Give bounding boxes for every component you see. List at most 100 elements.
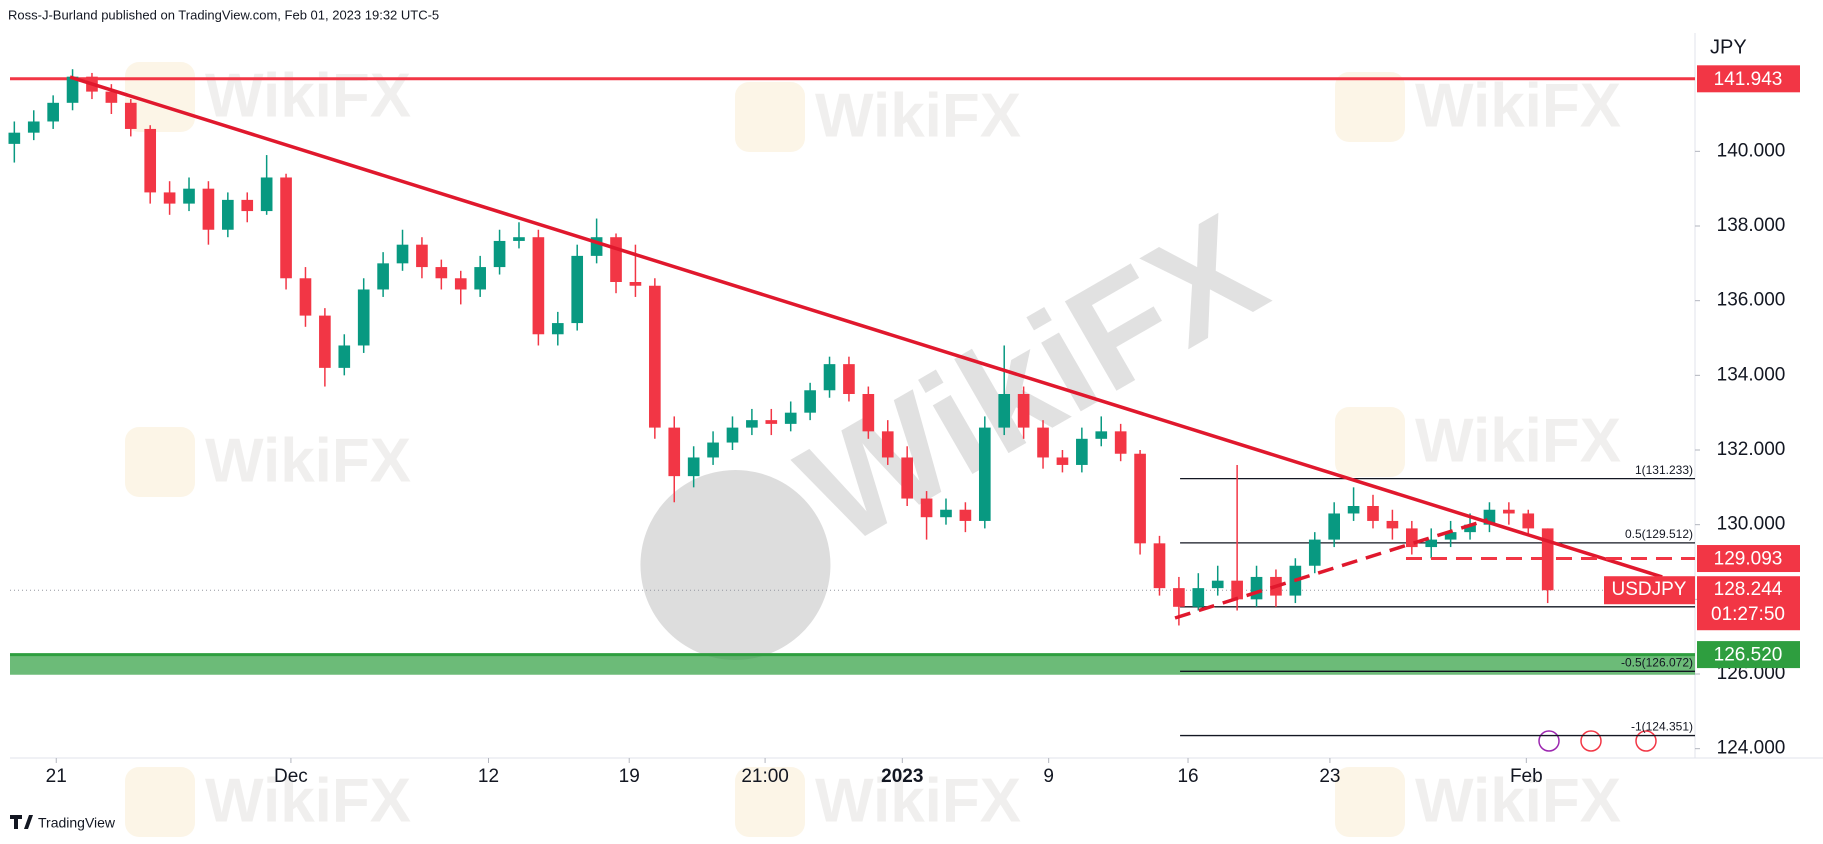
candle-body [1076, 438, 1088, 465]
candle-body [47, 102, 59, 122]
candle-body [629, 282, 642, 286]
fib-label: 0.5(129.512) [1625, 527, 1693, 541]
watermark: WikiFX [205, 61, 411, 130]
fib-label: 1(131.233) [1635, 463, 1693, 477]
fib-label: -0.5(126.072) [1621, 655, 1693, 669]
candle-body [1464, 524, 1476, 533]
candle-body [27, 121, 40, 133]
x-tick-label: Feb [1510, 766, 1543, 787]
candle-body [1405, 528, 1418, 548]
y-tick-label: 130.000 [1717, 514, 1786, 535]
watermark-logo [125, 427, 195, 497]
candle-body [377, 263, 389, 290]
candle-body [862, 394, 875, 432]
dashed-level-label: 129.093 [1714, 549, 1783, 570]
watermark: WikiFX [205, 766, 411, 835]
candle-body [1037, 427, 1049, 458]
candle-body [260, 177, 273, 212]
y-tick-label: 126.000 [1717, 663, 1786, 684]
candle-body [1173, 588, 1185, 607]
countdown: 01:27:50 [1711, 604, 1785, 625]
candle-body [163, 192, 176, 204]
watermark: WikiFX [1415, 766, 1621, 835]
candle-body [493, 240, 506, 268]
trendline [1174, 518, 1489, 620]
candle-body [668, 427, 681, 477]
candle-body [241, 199, 254, 212]
candle-body [881, 431, 894, 458]
candle-body [222, 199, 234, 230]
candle-body [649, 285, 661, 428]
currency-label: JPY [1710, 36, 1747, 58]
candle-body [357, 289, 370, 346]
brand: TradingView [38, 815, 116, 831]
candle-body [319, 315, 331, 368]
symbol-box [1604, 576, 1695, 605]
candle-body [1231, 580, 1243, 600]
candle-body [959, 509, 972, 521]
watermark-logo [735, 82, 805, 152]
candle-body [610, 237, 622, 283]
price-box [1697, 576, 1800, 631]
candle-body [1444, 532, 1457, 540]
x-tick-label: 16 [1177, 766, 1198, 787]
candle-body [1483, 509, 1496, 525]
candle-body [1211, 580, 1224, 589]
candle-body [202, 188, 215, 230]
candle-body [280, 177, 292, 279]
candle-body [1367, 506, 1379, 521]
candle-body [843, 364, 855, 395]
watermark: WikiFX [815, 766, 1021, 835]
x-tick-label: 23 [1319, 766, 1340, 787]
candle-body [338, 345, 351, 368]
candle-body [901, 457, 913, 499]
candle-body [396, 244, 409, 264]
candle-body [1347, 506, 1360, 514]
x-tick-label: 12 [478, 766, 499, 787]
candle-body [1328, 513, 1340, 540]
x-tick-label: 21:00 [741, 766, 789, 787]
watermark: WikiFX [815, 81, 1021, 150]
candle-body [1134, 453, 1146, 544]
level-box [1697, 65, 1800, 93]
watermark-center: WikiFX [640, 182, 1290, 660]
candle-body [105, 91, 118, 103]
candle-body [435, 267, 448, 279]
level-box [1697, 641, 1800, 669]
byline: Ross-J-Burland published on TradingView.… [8, 7, 439, 22]
y-tick-label: 140.000 [1717, 140, 1786, 161]
watermark-logo [125, 767, 195, 837]
price-label: 128.244 [1714, 579, 1783, 600]
candle-body [532, 237, 545, 335]
x-tick-label: 2023 [881, 766, 923, 787]
candle-body [144, 128, 157, 193]
candle-body [1095, 431, 1108, 439]
watermark-logo [640, 470, 831, 660]
candle-body [571, 255, 584, 324]
y-tick-label: 138.000 [1717, 215, 1786, 236]
x-tick-label: Dec [274, 766, 308, 787]
tradingview-logo [10, 815, 33, 829]
watermark-logo [735, 767, 805, 837]
candle-body [1503, 509, 1515, 514]
candle-body [454, 278, 467, 290]
candle-body [687, 457, 700, 477]
candle-body [1541, 528, 1554, 591]
x-tick-label: 21 [46, 766, 67, 787]
y-tick-label: 124.000 [1717, 738, 1786, 759]
watermark-logo [1335, 72, 1405, 142]
level-label: 126.520 [1714, 645, 1783, 666]
candle-body [416, 244, 428, 268]
candle-body [784, 412, 797, 424]
y-tick-label: 136.000 [1717, 290, 1786, 311]
candle-body [1056, 457, 1069, 465]
trendline [69, 75, 1663, 579]
watermark: WikiFX [1415, 71, 1621, 140]
support-zone [10, 654, 1695, 675]
candle-body [474, 267, 486, 290]
watermark-logo [1335, 767, 1405, 837]
candle-body [1308, 539, 1321, 566]
candle-body [1017, 394, 1030, 428]
level-label: 141.943 [1714, 69, 1783, 90]
